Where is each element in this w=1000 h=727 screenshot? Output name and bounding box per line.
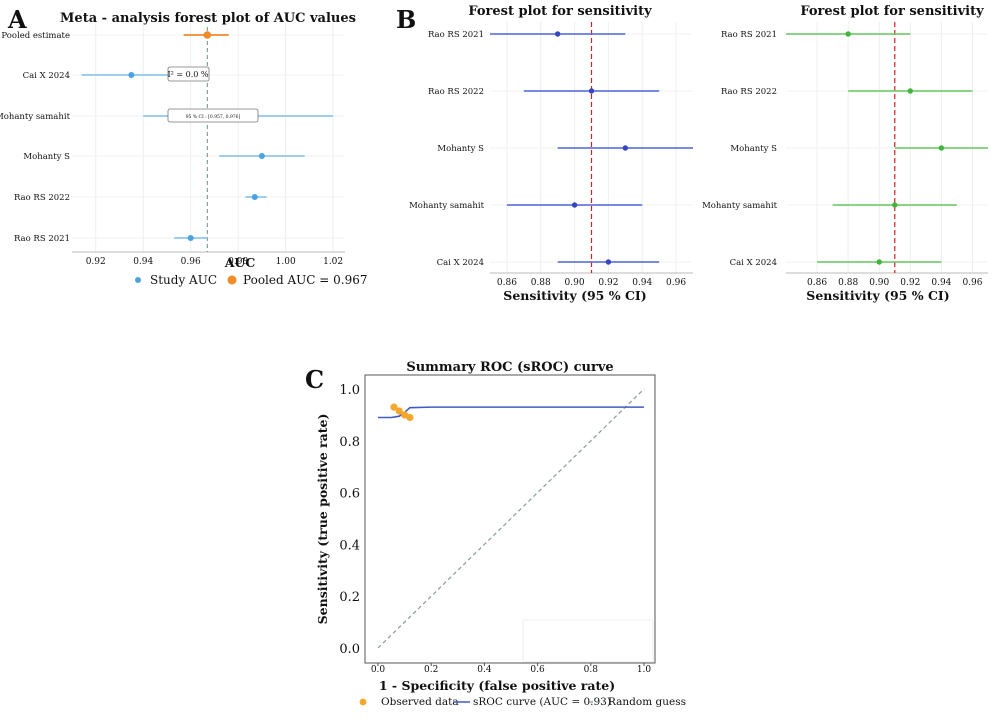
point-cai-x-2024 xyxy=(876,259,882,265)
x-tick-label: 0.92 xyxy=(598,278,618,288)
y-tick-label: Mohanty S xyxy=(437,144,484,154)
y-tick-label: 0.8 xyxy=(339,435,360,450)
y-tick-label: Cai X 2024 xyxy=(23,71,70,81)
x-tick-label: 0.0 xyxy=(371,665,386,675)
point-rao-rs-2021 xyxy=(187,235,194,241)
panel-b-forest-sensitivity-left: Forest plot for sensitivity 0.86 0.88 0.90 0… xyxy=(409,4,693,303)
x-tick-label: 0.88 xyxy=(838,278,858,288)
panel-c-sroc-curve: Summary ROC (sROC) curve 0.0 0.2 0.4 0.6 0.8 1… xyxy=(315,360,686,708)
x-tick-label: 0.92 xyxy=(900,278,920,288)
x-tick-label: 0.86 xyxy=(807,278,827,288)
y-tick-label: Mohanty S xyxy=(730,144,777,154)
x-tick-label: 0.98 xyxy=(228,257,248,267)
y-tick-label: Rao RS 2021 xyxy=(14,234,70,244)
panel-b-title: Forest plot for sensitivity xyxy=(468,4,652,19)
point-mohanty-samahit xyxy=(892,202,898,208)
panel-b-title: Forest plot for sensitivity xyxy=(800,4,984,19)
x-tick-label: 0.94 xyxy=(133,257,153,267)
panel-letter-b: B xyxy=(396,5,416,34)
observed-data-point xyxy=(390,403,398,411)
point-rao-rs-2021 xyxy=(554,31,561,37)
y-tick-label: Mohanty samahit xyxy=(702,201,778,211)
x-tick-label: 0.8 xyxy=(584,665,599,675)
point-pooled xyxy=(203,31,212,39)
point-mohanty-s xyxy=(258,153,265,159)
x-axis-label: AUC xyxy=(224,255,256,270)
x-tick-label: 0.90 xyxy=(565,278,585,288)
legend-label-sroc: sROC curve (AUC = 0.93) xyxy=(473,696,611,708)
x-tick-label: 0.94 xyxy=(931,278,951,288)
ci-annotation-box xyxy=(167,108,259,123)
panel-a-title: Meta - analysis forest plot of AUC value… xyxy=(60,11,356,26)
x-axis-label: Sensitivity (95 % CI) xyxy=(503,288,646,303)
panel-letter-a: A xyxy=(7,5,27,34)
y-axis-label: Sensitivity (true positive rate) xyxy=(315,414,330,625)
point-rao-rs-2022 xyxy=(907,88,914,94)
y-tick-label: Rao RS 2022 xyxy=(428,87,484,97)
legend-label-random: Random guess xyxy=(608,696,686,708)
x-tick-label: 1.00 xyxy=(276,257,296,267)
y-tick-label: 0.6 xyxy=(339,487,360,502)
x-tick-label: 0.92 xyxy=(86,257,106,267)
panel-b-forest-sensitivity-right: Forest plot for sensitivity 0.86 0.88 0.90 0… xyxy=(702,4,988,303)
x-tick-label: 0.94 xyxy=(632,278,652,288)
point-mohanty-s xyxy=(938,145,945,151)
x-tick-label: 1.0 xyxy=(637,665,652,675)
y-tick-label: Mohanty samahit xyxy=(0,112,71,122)
random-guess-line xyxy=(377,388,645,649)
point-mohanty-s xyxy=(622,145,629,151)
legend-label-study: Study AUC xyxy=(150,273,217,287)
observed-data-point xyxy=(406,413,414,422)
y-tick-label: 0.0 xyxy=(339,642,360,657)
y-tick-label: Rao RS 2022 xyxy=(14,193,70,203)
x-tick-label: 0.96 xyxy=(666,278,686,288)
x-axis-label: 1 - Specificity (false positive rate) xyxy=(379,678,615,693)
x-tick-label: 1.02 xyxy=(323,257,343,267)
i-squared-text: I² = 0.0 % xyxy=(167,70,208,79)
observed-data-point xyxy=(395,407,403,415)
x-tick-label: 0.96 xyxy=(181,257,201,267)
y-tick-label: Mohanty S xyxy=(23,152,70,162)
x-tick-label: 0.6 xyxy=(530,665,545,675)
x-tick-label: 0.96 xyxy=(962,278,982,288)
y-tick-label: 1.0 xyxy=(339,383,360,398)
x-tick-label: 0.86 xyxy=(497,278,517,288)
y-tick-label: Mohanty samahit xyxy=(409,201,485,211)
legend-label-observed: Observed data xyxy=(381,696,459,708)
y-tick-label: 0.4 xyxy=(339,538,360,553)
x-tick-label: 0.90 xyxy=(869,278,889,288)
point-mohanty-samahit xyxy=(571,202,578,208)
y-tick-label: Rao RS 2021 xyxy=(721,30,777,40)
point-rao-rs-2022 xyxy=(588,88,595,94)
point-rao-rs-2022 xyxy=(251,194,258,200)
legend-marker-pooled xyxy=(227,275,237,285)
i-squared-box xyxy=(167,66,210,82)
point-cai-x-2024 xyxy=(128,72,135,78)
x-tick-label: 0.2 xyxy=(424,665,438,675)
plot-frame xyxy=(364,374,656,664)
inset-box xyxy=(522,619,654,663)
observed-data-point xyxy=(401,411,409,419)
legend-marker-study xyxy=(135,277,141,283)
sroc-curve xyxy=(378,406,644,419)
legend-label-pooled: Pooled AUC = 0.967 xyxy=(243,273,367,287)
y-tick-label: Rao RS 2021 xyxy=(428,30,484,40)
x-tick-label: 0.88 xyxy=(531,278,551,288)
x-axis-label: Sensitivity (95 % CI) xyxy=(806,288,949,303)
y-tick-label: Cai X 2024 xyxy=(437,258,484,268)
point-cai-x-2024 xyxy=(605,259,612,265)
ci-annotation-text: 95 % CI : [0.957, 0.976] xyxy=(186,114,241,120)
panel-c-title: Summary ROC (sROC) curve xyxy=(406,360,613,375)
y-tick-label: 0.2 xyxy=(339,590,360,605)
panel-a-forest-auc: Meta - analysis forest plot of AUC value… xyxy=(0,11,367,287)
y-tick-label: Rao RS 2022 xyxy=(721,87,777,97)
legend-marker-observed xyxy=(359,698,367,706)
panel-letter-c: C xyxy=(305,365,324,394)
y-tick-label: Pooled estimate xyxy=(1,31,70,41)
y-tick-label: Cai X 2024 xyxy=(730,258,777,268)
point-rao-rs-2021 xyxy=(845,31,851,37)
x-tick-label: 0.4 xyxy=(477,665,492,675)
